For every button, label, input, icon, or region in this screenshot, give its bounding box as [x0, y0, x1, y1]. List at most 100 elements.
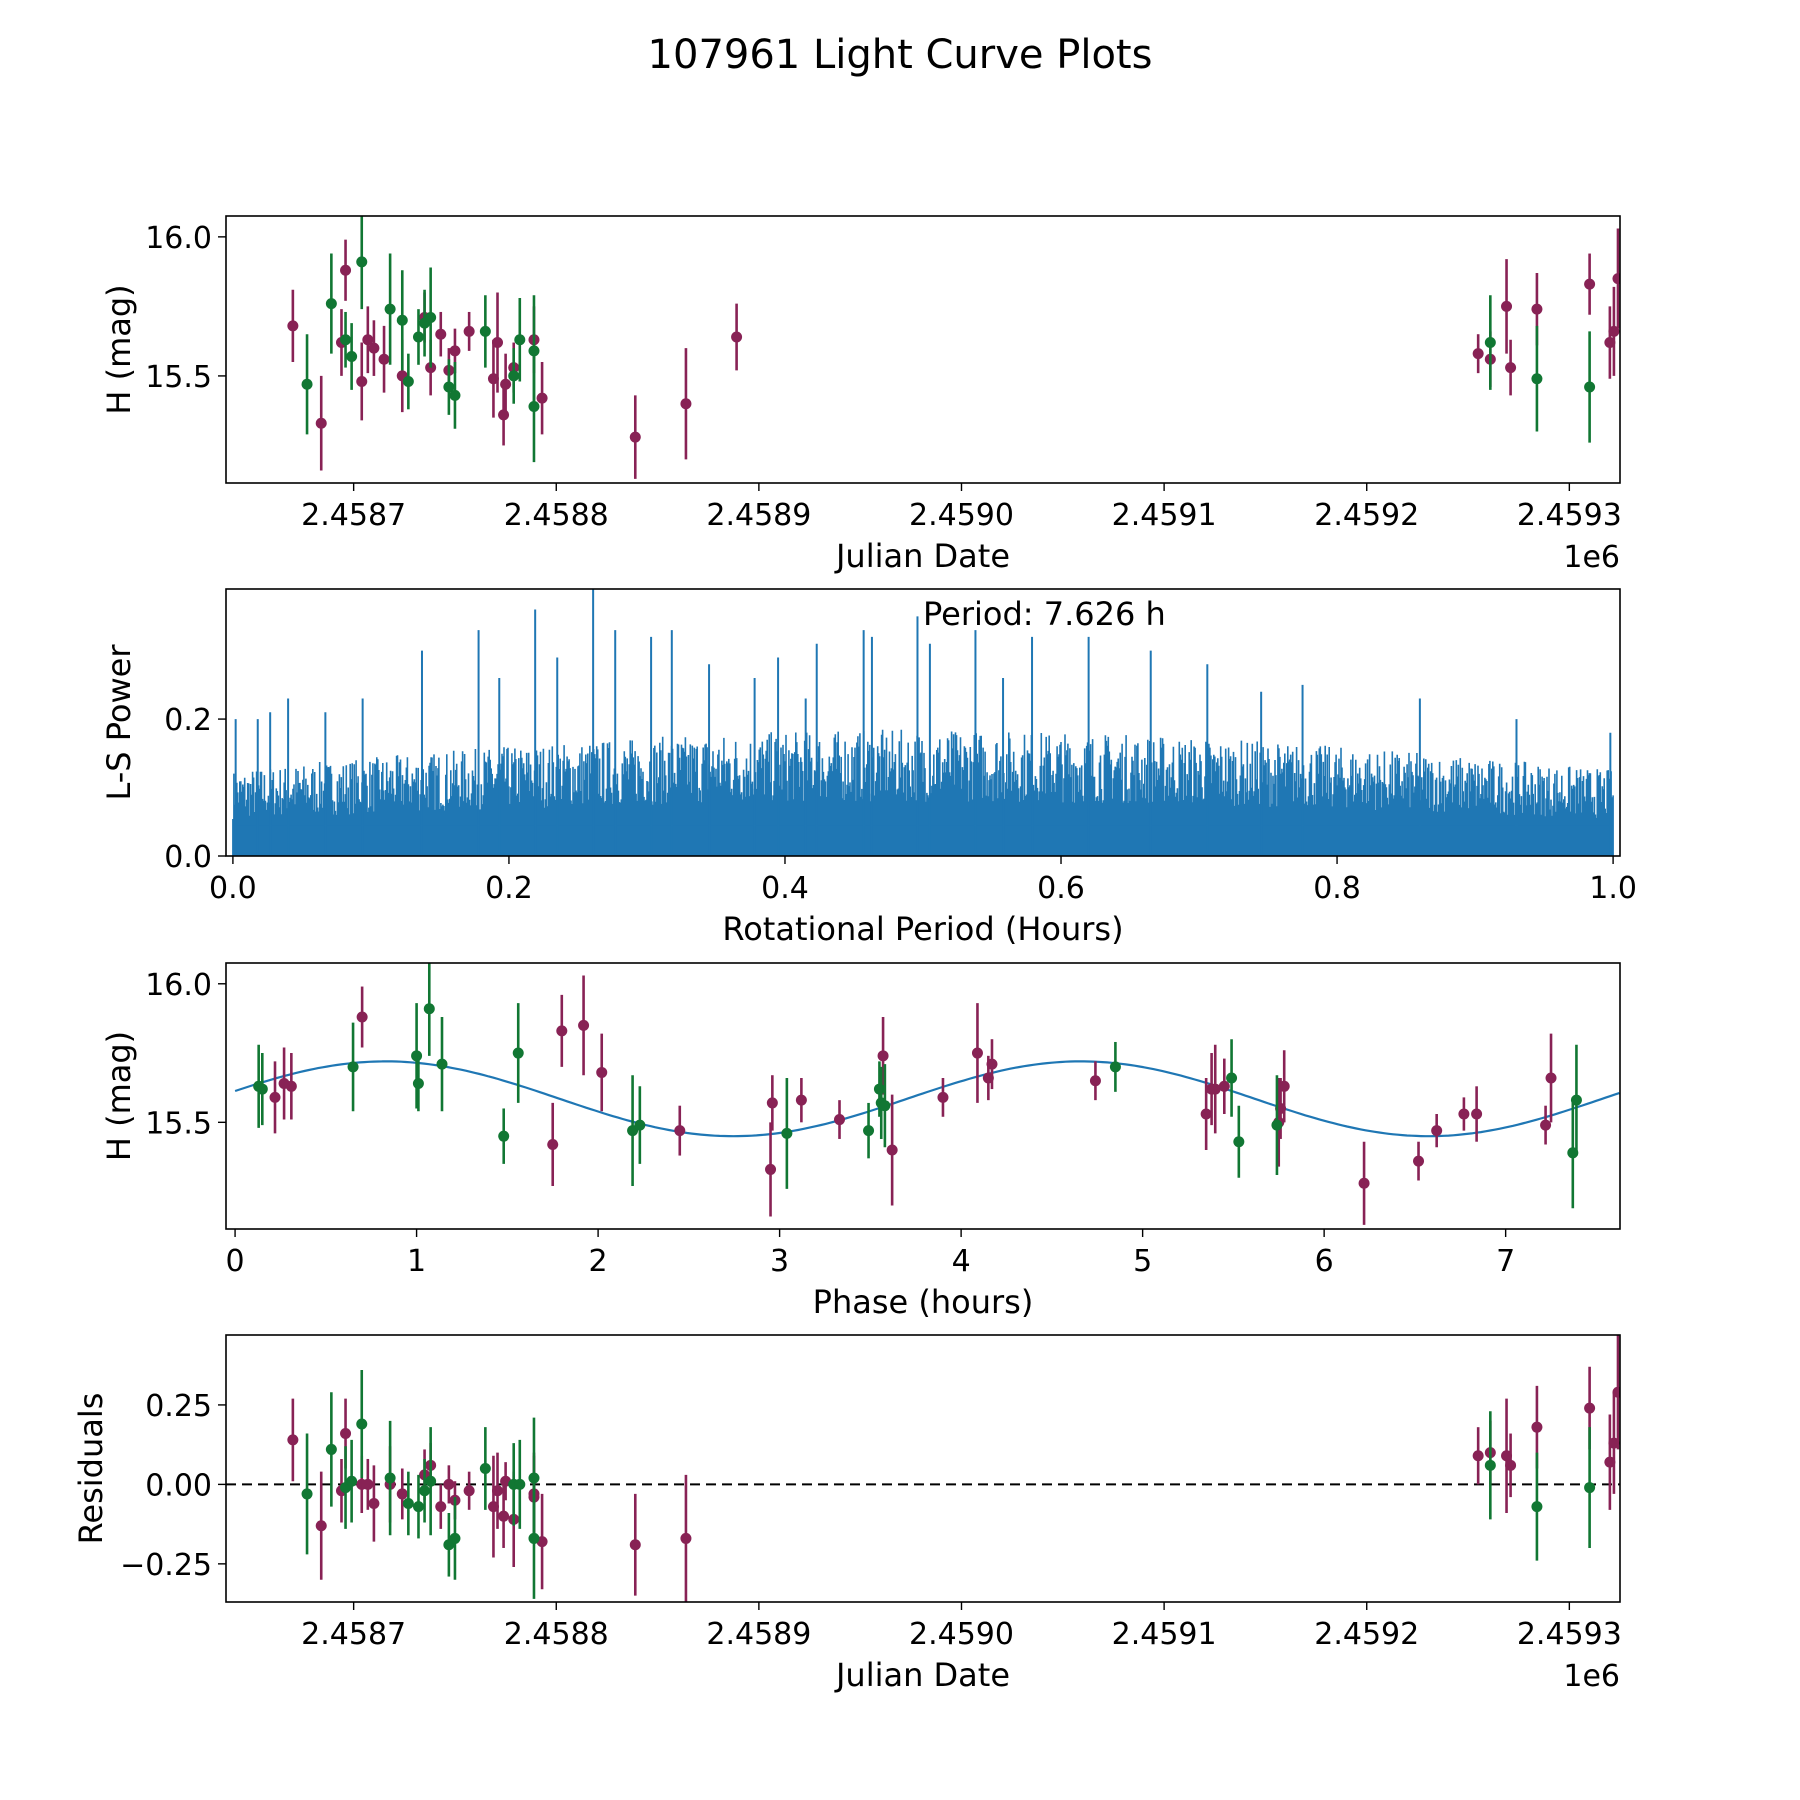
data-point — [325, 298, 337, 310]
data-point — [500, 378, 512, 390]
x-tick-label: 1 — [407, 1244, 426, 1279]
data-point — [1471, 1108, 1483, 1120]
x-tick-label: 6 — [1315, 1244, 1334, 1279]
data-point — [1501, 300, 1513, 312]
data-point — [731, 331, 743, 343]
data-point — [269, 1091, 281, 1103]
data-point — [411, 1050, 423, 1062]
x-tick-label: 7 — [1496, 1244, 1515, 1279]
x-tick-label: 2.4589 — [706, 1617, 811, 1652]
data-point — [368, 342, 380, 354]
x-tick-label: 0.6 — [1037, 871, 1085, 906]
data-point — [412, 1501, 424, 1513]
data-point — [463, 1485, 475, 1497]
axes-frame — [225, 215, 1621, 484]
data-point — [1540, 1119, 1552, 1131]
data-point — [971, 1047, 983, 1059]
data-point — [1584, 1402, 1596, 1414]
data-point — [425, 312, 437, 324]
plot-area — [234, 963, 1620, 1225]
data-point — [1089, 1075, 1101, 1087]
data-point — [536, 392, 548, 404]
data-point — [315, 1520, 327, 1532]
series-band_a — [287, 228, 1620, 479]
data-point — [492, 337, 504, 349]
data-point — [301, 378, 313, 390]
data-point — [463, 325, 475, 337]
data-point — [1584, 1482, 1596, 1494]
data-point — [596, 1066, 608, 1078]
data-point — [1472, 1450, 1484, 1462]
data-point — [356, 1418, 368, 1430]
data-point — [396, 314, 408, 326]
data-point — [1218, 1080, 1230, 1092]
data-point — [412, 1078, 424, 1090]
data-point — [863, 1125, 875, 1137]
data-point — [412, 331, 424, 343]
series-band_b — [253, 963, 1582, 1209]
data-point — [435, 1501, 447, 1513]
data-point — [1505, 362, 1517, 374]
data-point — [578, 1019, 590, 1031]
data-point — [256, 1083, 268, 1095]
data-point — [1413, 1155, 1425, 1167]
data-point — [362, 1478, 374, 1490]
y-axis-label: L-S Power — [100, 644, 138, 801]
data-point — [674, 1125, 686, 1137]
data-point — [346, 1475, 358, 1487]
data-point — [879, 1100, 891, 1112]
data-point — [886, 1144, 898, 1156]
data-point — [1608, 1437, 1620, 1449]
axes-frame — [225, 962, 1621, 1230]
data-point — [498, 409, 510, 421]
data-point — [368, 1497, 380, 1509]
data-point — [512, 1047, 524, 1059]
data-point — [937, 1091, 949, 1103]
data-point — [528, 345, 540, 357]
data-point — [765, 1163, 777, 1175]
data-point — [1358, 1177, 1370, 1189]
series-band_a — [269, 975, 1557, 1225]
panel-lightcurve: 2.4587 2.4588 2.4589 2.4590 2.4591 2.4592 2.45… — [100, 215, 1622, 575]
panel-phased: 0 1 2 3 4 5 6 7 15.5 16.0 Phase (hours) H (mag) — [100, 962, 1621, 1321]
data-point — [498, 1130, 510, 1142]
data-point — [873, 1083, 885, 1095]
y-tick-label: 0.2 — [164, 703, 212, 738]
data-point — [443, 381, 455, 393]
panel-periodogram: Period: 7.626 h 0.0 0.2 0.4 0.6 0.8 1.0 0.0 0.2 R… — [100, 588, 1637, 948]
data-point — [766, 1097, 778, 1109]
data-point — [287, 320, 299, 332]
y-tick-label: 15.5 — [145, 1106, 212, 1141]
x-tick-label: 2.4591 — [1112, 498, 1217, 533]
x-tick-label: 5 — [1133, 1244, 1152, 1279]
data-point — [1233, 1136, 1245, 1148]
data-point — [1612, 273, 1620, 285]
y-tick-label: 0.00 — [145, 1468, 212, 1503]
data-point — [443, 1478, 455, 1490]
data-point — [514, 334, 526, 346]
data-point — [340, 264, 352, 276]
data-point — [1545, 1072, 1557, 1084]
y-axis-label: Residuals — [72, 1393, 110, 1545]
data-point — [449, 1532, 461, 1544]
data-point — [1200, 1108, 1212, 1120]
data-point — [423, 1003, 435, 1015]
data-point — [1608, 325, 1620, 337]
data-point — [1484, 337, 1496, 349]
data-point — [834, 1114, 846, 1126]
data-point — [795, 1094, 807, 1106]
data-point — [436, 1058, 448, 1070]
data-point — [384, 1472, 396, 1484]
data-point — [449, 345, 461, 357]
data-point — [634, 1119, 646, 1131]
x-tick-label: 0.4 — [761, 871, 809, 906]
x-axis-label: Rotational Period (Hours) — [722, 910, 1123, 948]
x-tick-label: 4 — [952, 1244, 971, 1279]
panel-residuals: 2.4587 2.4588 2.4589 2.4590 2.4591 2.4592 2.45… — [72, 1334, 1622, 1694]
x-tick-label: 2.4588 — [504, 498, 609, 533]
x-axis-label: Julian Date — [834, 1656, 1010, 1694]
x-axis-label: Julian Date — [834, 537, 1010, 575]
data-point — [492, 1485, 504, 1497]
y-tick-label: 16.0 — [145, 221, 212, 256]
data-point — [315, 417, 327, 429]
